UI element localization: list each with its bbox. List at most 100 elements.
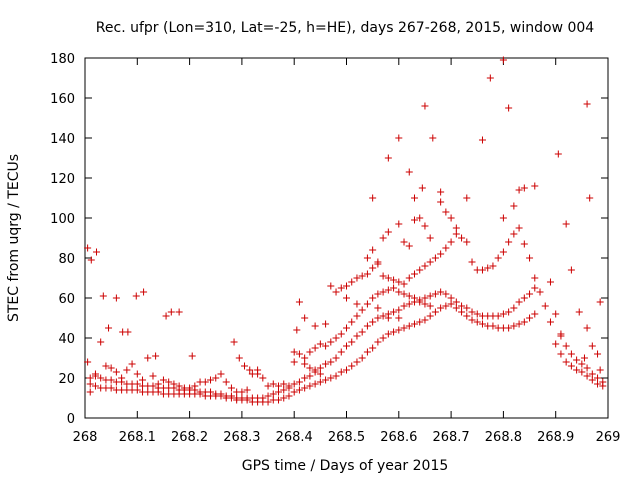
- data-point: [395, 278, 403, 286]
- data-point: [149, 372, 157, 380]
- data-point: [468, 308, 476, 316]
- data-point: [405, 274, 413, 282]
- data-point: [510, 202, 518, 210]
- data-point: [526, 254, 534, 262]
- data-point: [301, 384, 309, 392]
- data-point: [374, 258, 382, 266]
- data-point: [452, 304, 460, 312]
- data-point: [384, 314, 392, 322]
- data-point: [316, 364, 324, 372]
- data-point: [295, 386, 303, 394]
- data-point: [416, 266, 424, 274]
- data-point: [531, 274, 539, 282]
- data-point: [112, 368, 120, 376]
- data-point: [437, 250, 445, 258]
- data-point: [557, 350, 565, 358]
- data-point: [99, 292, 107, 300]
- data-point: [390, 276, 398, 284]
- data-point: [227, 384, 235, 392]
- data-point: [227, 392, 235, 400]
- data-point: [421, 300, 429, 308]
- data-point: [348, 362, 356, 370]
- data-point: [421, 102, 429, 110]
- data-point: [84, 244, 92, 252]
- data-point: [596, 298, 604, 306]
- data-point: [369, 194, 377, 202]
- data-point: [337, 348, 345, 356]
- data-point: [452, 298, 460, 306]
- data-point: [269, 390, 277, 398]
- data-point: [275, 382, 283, 390]
- data-point: [293, 326, 301, 334]
- data-point: [301, 374, 309, 382]
- data-point: [301, 314, 309, 322]
- data-point: [515, 320, 523, 328]
- data-point: [531, 284, 539, 292]
- data-point: [552, 310, 560, 318]
- data-point: [295, 350, 303, 358]
- data-point: [575, 308, 583, 316]
- data-point: [290, 358, 298, 366]
- data-point: [243, 386, 251, 394]
- data-point: [418, 184, 426, 192]
- data-point: [306, 372, 314, 380]
- x-tick-label: 268.3: [223, 430, 260, 445]
- data-point: [238, 388, 246, 396]
- data-point: [405, 168, 413, 176]
- data-point: [552, 340, 560, 348]
- y-axis-label: STEC from uqrg / TECUs: [6, 154, 22, 322]
- data-point: [132, 292, 140, 300]
- data-point: [97, 338, 105, 346]
- data-point: [140, 288, 148, 296]
- data-point: [295, 378, 303, 386]
- x-tick-label: 268.2: [171, 430, 208, 445]
- data-point: [162, 312, 170, 320]
- data-point: [567, 350, 575, 358]
- x-axis: 268 268.1 268.2 268.3 268.4 268.5 268.6 268.7 26…: [73, 58, 620, 445]
- data-point: [332, 334, 340, 342]
- data-point: [580, 354, 588, 362]
- data-point: [499, 310, 507, 318]
- data-point: [458, 234, 466, 242]
- data-point: [348, 318, 356, 326]
- y-tick-label: 180: [50, 52, 75, 67]
- y-axis: 0 20 40 60 80 100 120 140 160 180: [50, 52, 608, 427]
- data-point: [484, 264, 492, 272]
- data-point: [123, 366, 131, 374]
- data-point: [578, 360, 586, 368]
- data-point: [316, 340, 324, 348]
- data-point: [567, 362, 575, 370]
- data-point: [515, 298, 523, 306]
- data-point: [478, 320, 486, 328]
- data-point: [588, 376, 596, 384]
- data-point: [395, 134, 403, 142]
- data-point: [363, 348, 371, 356]
- data-point: [405, 300, 413, 308]
- data-point: [107, 376, 115, 384]
- data-point: [489, 262, 497, 270]
- data-point: [536, 288, 544, 296]
- data-point: [379, 234, 387, 242]
- data-point: [505, 104, 513, 112]
- data-point: [369, 318, 377, 326]
- data-point: [337, 330, 345, 338]
- data-point: [384, 330, 392, 338]
- data-point: [102, 362, 110, 370]
- data-point: [241, 362, 249, 370]
- data-point: [369, 294, 377, 302]
- data-point: [91, 370, 99, 378]
- data-point: [322, 342, 330, 350]
- data-point: [599, 378, 607, 386]
- data-point: [447, 214, 455, 222]
- data-point: [133, 386, 141, 394]
- data-point: [207, 388, 215, 396]
- data-point: [541, 302, 549, 310]
- data-point: [332, 372, 340, 380]
- data-point: [87, 256, 95, 264]
- data-point: [316, 370, 324, 378]
- data-point: [395, 314, 403, 322]
- data-point: [426, 302, 434, 310]
- data-point: [280, 380, 288, 388]
- data-point: [306, 364, 314, 372]
- data-point: [332, 354, 340, 362]
